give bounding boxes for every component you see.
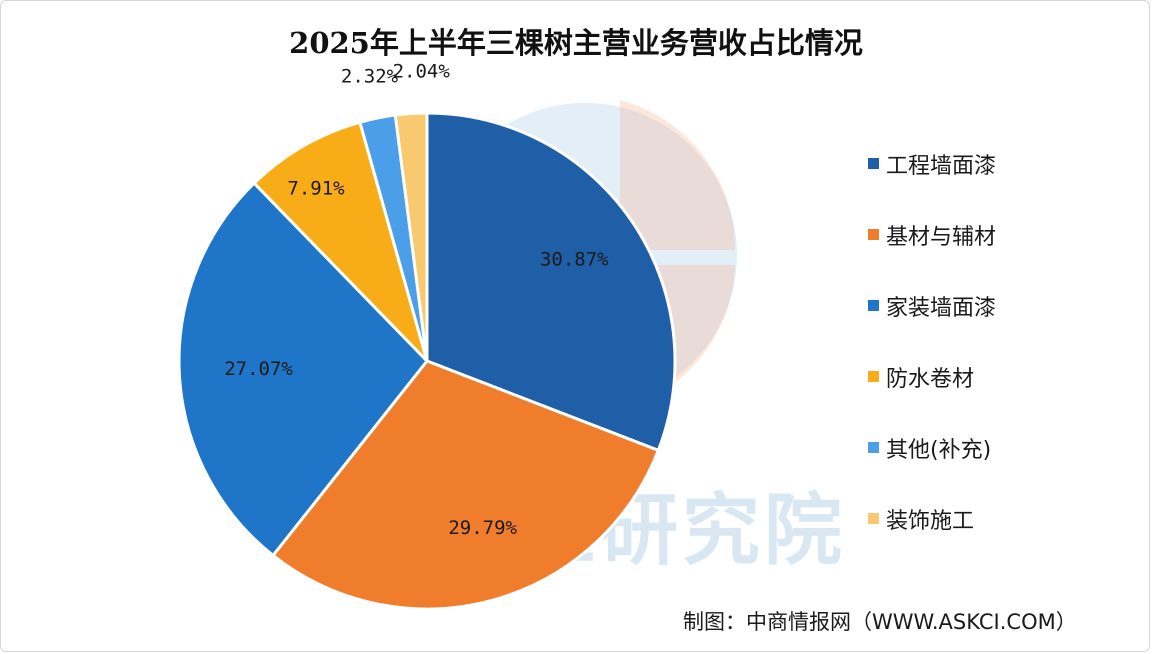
legend-label: 防水卷材 [886, 366, 975, 392]
legend-label: 其他(补充) [886, 437, 992, 463]
legend-label: 工程墙面漆 [886, 153, 997, 179]
legend-label: 家装墙面漆 [886, 295, 997, 321]
legend-swatch [868, 442, 879, 453]
legend-item: 防水卷材 [868, 341, 1138, 412]
legend: 工程墙面漆基材与辅材家装墙面漆防水卷材其他(补充) 装饰施工 [868, 128, 1138, 554]
chart-title: 2025年上半年三棵树主营业务营收占比情况 [289, 26, 863, 60]
slice-label: 30.87% [540, 249, 609, 271]
legend-swatch [868, 300, 879, 311]
slice-label: 29.79% [448, 517, 517, 539]
legend-swatch [868, 371, 879, 382]
slice-label: 2.04% [393, 60, 451, 82]
source-caption: 制图：中商情报网（WWW.ASKCI.COM） [683, 610, 1077, 634]
legend-item: 其他(补充) [868, 412, 1138, 483]
legend-label: 装饰施工 [886, 508, 975, 534]
legend-item: 装饰施工 [868, 483, 1138, 554]
slice-label: 2.32% [341, 65, 399, 87]
legend-swatch [868, 158, 879, 169]
legend-item: 基材与辅材 [868, 199, 1138, 270]
slice-engineering-wall-paint [425, 111, 677, 453]
legend-item: 家装墙面漆 [868, 270, 1138, 341]
legend-swatch [868, 229, 879, 240]
slice-label: 27.07% [224, 358, 293, 380]
slice-waterproof-rolls [252, 120, 429, 363]
slice-base-materials [270, 359, 661, 611]
slice-home-wall-paint [177, 180, 429, 558]
slice-decoration-construction [393, 111, 429, 362]
legend-swatch [868, 513, 879, 524]
slice-label: 7.91% [287, 178, 345, 200]
legend-item: 工程墙面漆 [868, 128, 1138, 199]
pie-slices [177, 111, 677, 611]
legend-label: 基材与辅材 [886, 224, 997, 250]
slice-labels: 30.87% 29.79% 27.07% 7.91% 2.32%2.04% [224, 60, 609, 539]
